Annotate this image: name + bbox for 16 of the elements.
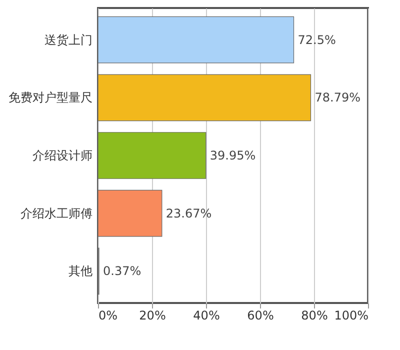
x-tick-label: 20% [139,308,166,322]
y-tick-label: 介绍设计师 [32,148,92,162]
y-tick-label: 其他 [68,264,92,278]
x-tick-label: 80% [301,308,328,322]
x-tick-label: 100% [334,308,368,322]
data-label: 0.37% [103,264,142,278]
y-tick-label: 送货上门 [44,32,92,47]
data-label: 72.5% [298,32,336,47]
data-label: 23.67% [166,206,212,220]
x-tick-label: 0% [98,308,118,322]
data-label: 78.79% [314,90,360,105]
y-tick-label: 免费对户型量尺 [8,90,92,105]
x-tick-label: 60% [247,308,274,322]
data-label: 39.95% [210,148,256,162]
x-tick-label: 40% [193,308,220,322]
y-tick-label: 介绍水工师傅 [20,206,92,220]
